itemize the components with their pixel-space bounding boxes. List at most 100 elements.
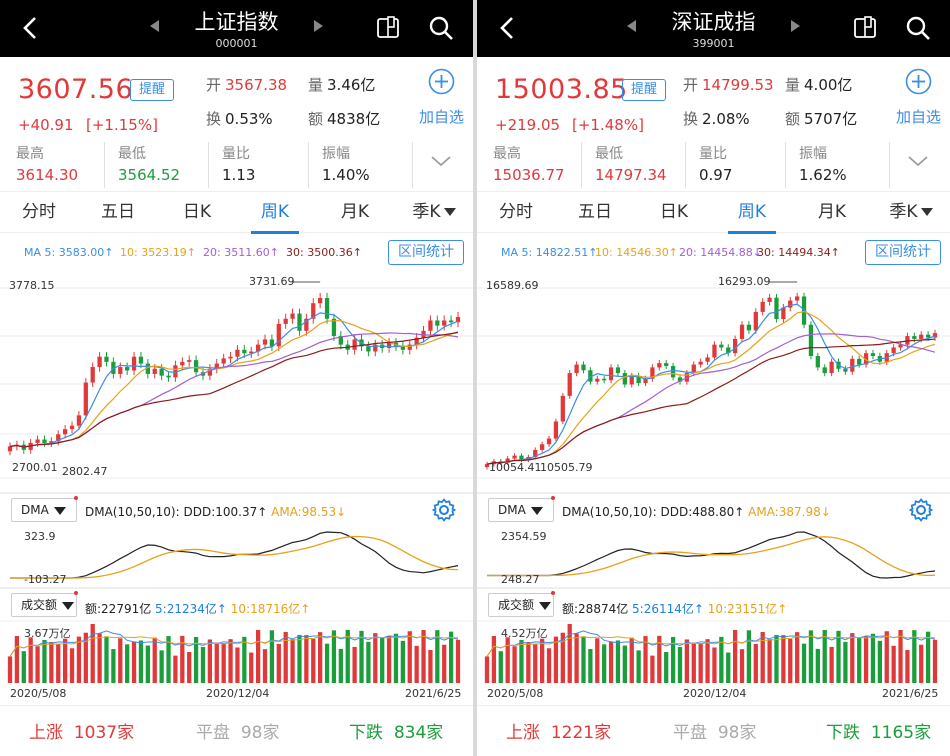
advancers: 上涨 1221家 <box>506 723 612 743</box>
tab-monthly-k[interactable]: 月K <box>340 202 370 222</box>
volume-bar <box>650 655 655 683</box>
candle-body <box>912 336 917 339</box>
tab-weekly-k[interactable]: 周K <box>249 192 301 234</box>
candle-body <box>352 339 357 350</box>
add-watchlist-icon[interactable] <box>428 68 455 95</box>
candle-body <box>567 373 572 396</box>
tab-daily-k[interactable]: 日K <box>182 202 212 222</box>
volume-bar <box>498 651 503 683</box>
candle-body <box>311 303 316 319</box>
candle-body <box>932 333 938 338</box>
indicator-select[interactable]: DMA <box>11 496 78 522</box>
gear-icon[interactable] <box>909 498 933 522</box>
candle-body <box>262 339 268 345</box>
candle-body <box>746 324 752 331</box>
back-icon[interactable] <box>16 13 46 43</box>
volume-bar <box>393 633 399 683</box>
tab-quarterly-k[interactable]: 季K <box>881 192 941 234</box>
volume-bar <box>815 648 820 683</box>
volume-bar <box>69 648 75 683</box>
add-watchlist-button[interactable]: 加自选 <box>419 108 465 126</box>
add-watchlist-icon[interactable] <box>905 68 932 95</box>
tab-five-day[interactable]: 五日 <box>578 202 612 222</box>
volume-bar <box>235 647 240 683</box>
ddd-line <box>10 531 459 579</box>
remind-button[interactable]: 提醒 <box>622 79 666 101</box>
volume-bar <box>519 639 524 683</box>
tab-five-day[interactable]: 五日 <box>101 202 135 222</box>
prev-index-icon[interactable] <box>627 20 636 32</box>
split-screen-icon[interactable] <box>376 16 400 40</box>
volume-bar <box>345 629 350 683</box>
gear-icon[interactable] <box>432 498 456 522</box>
tab-intraday[interactable]: 分时 <box>499 202 533 222</box>
tab-quarterly-k[interactable]: 季K <box>404 192 464 234</box>
volume-bar <box>774 634 779 683</box>
volume-select[interactable]: 成交额 <box>11 591 78 617</box>
panel-sz: 深证成指 399001 15003.85 提醒 +219.05 [+1.48%]… <box>477 0 950 756</box>
volume-bar <box>636 650 641 683</box>
volume-bar <box>905 649 910 683</box>
add-watchlist-button[interactable]: 加自选 <box>896 108 942 126</box>
volume-bar <box>822 629 827 683</box>
candle-body <box>636 375 641 384</box>
tab-weekly-k[interactable]: 周K <box>726 192 778 234</box>
volume-bar <box>574 633 579 683</box>
volume-bar <box>97 633 102 683</box>
kline-chart[interactable] <box>477 270 950 690</box>
volume-max-label: 4.52万亿 <box>501 627 548 640</box>
indicator-select[interactable]: DMA <box>488 496 555 522</box>
kline-chart[interactable] <box>0 270 473 690</box>
volume-bar <box>138 640 144 683</box>
volume-bar <box>739 649 745 683</box>
candle-body <box>442 320 447 326</box>
prev-index-icon[interactable] <box>150 20 159 32</box>
candle-body <box>829 361 834 374</box>
volume-value: 量 3.46亿 <box>308 76 376 94</box>
tab-monthly-k[interactable]: 月K <box>817 202 847 222</box>
volume-bar <box>145 645 150 683</box>
next-index-icon[interactable] <box>791 20 800 32</box>
split-screen-icon[interactable] <box>853 16 877 40</box>
candle-body <box>760 301 765 312</box>
volume-bar <box>207 639 213 683</box>
search-icon[interactable] <box>428 15 454 41</box>
candle-body <box>69 425 75 430</box>
volume-bar <box>435 630 440 683</box>
volume-bar <box>104 636 109 683</box>
candle-body <box>891 347 896 354</box>
volume-bar <box>42 639 47 683</box>
range-stats-button[interactable]: 区间统计 <box>865 240 941 265</box>
candle-body <box>214 363 219 369</box>
tab-daily-k[interactable]: 日K <box>659 202 689 222</box>
candle-body <box>290 313 295 319</box>
volume-select[interactable]: 成交额 <box>488 591 555 617</box>
chevron-down-icon[interactable] <box>907 154 929 168</box>
panel-sh: 上证指数 000001 3607.56 提醒 +40.91 [+1.15%] 开… <box>0 0 473 756</box>
volume-bar <box>912 630 917 683</box>
candle-body <box>657 363 662 368</box>
candle-body <box>705 357 710 362</box>
tab-intraday[interactable]: 分时 <box>22 202 56 222</box>
volume-bar <box>567 624 572 683</box>
candle-body <box>602 378 607 381</box>
chevron-down-icon[interactable] <box>430 154 452 168</box>
ma5-line <box>9 312 459 448</box>
volume-bar <box>324 643 330 683</box>
candle-body <box>152 368 157 374</box>
ma30-label: 30: 3500.36↑ <box>286 246 362 259</box>
volume-bar <box>400 640 405 683</box>
range-stats-button[interactable]: 区间统计 <box>388 240 464 265</box>
candle-body <box>276 323 281 347</box>
back-icon[interactable] <box>493 13 523 43</box>
next-index-icon[interactable] <box>314 20 323 32</box>
candle-body <box>919 334 924 339</box>
volume-bar <box>712 647 717 683</box>
candle-body <box>788 300 793 308</box>
volume-bar <box>705 639 710 683</box>
remind-button[interactable]: 提醒 <box>130 79 174 101</box>
search-icon[interactable] <box>905 15 931 41</box>
candle-body <box>857 358 862 365</box>
volume-bar <box>829 646 834 683</box>
amount-value: 额 5707亿 <box>785 110 858 128</box>
